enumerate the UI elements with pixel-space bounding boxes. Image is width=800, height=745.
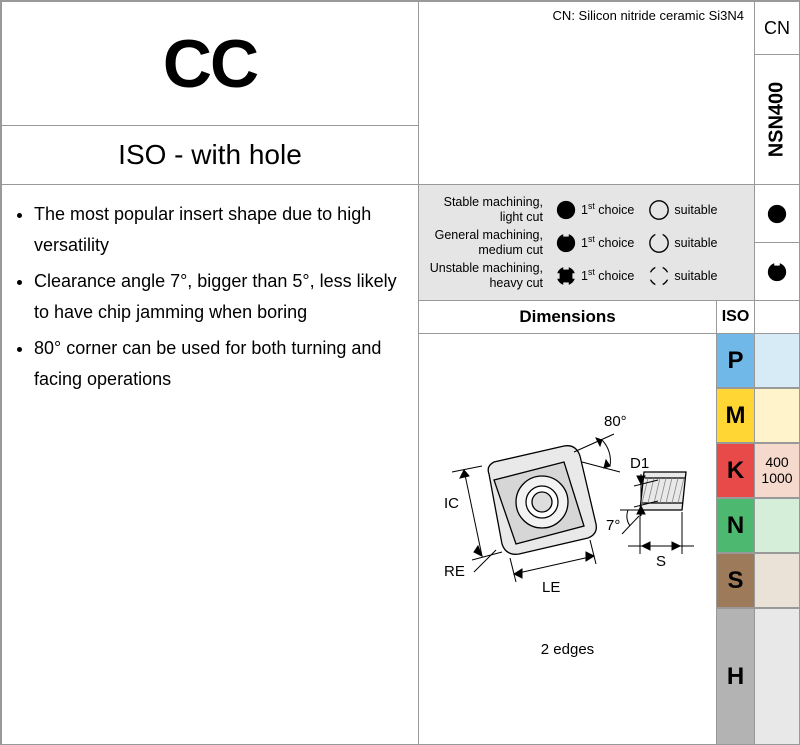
cross-notch-outline-icon xyxy=(648,265,670,287)
material-code-cell: CN xyxy=(754,1,800,55)
angle-7: 7° xyxy=(606,517,620,534)
grade-cell: NSN400 xyxy=(754,54,800,185)
label-re: RE xyxy=(444,563,465,580)
first-choice-text: 1st choice xyxy=(581,201,634,217)
legend-row-unstable: Unstable machining,heavy cut 1st choice … xyxy=(425,259,748,292)
subtitle-cell: ISO - with hole xyxy=(1,125,419,185)
iso-class-K: K xyxy=(716,443,755,498)
suitable-text: suitable xyxy=(674,203,717,217)
circle-notch-icon xyxy=(766,261,788,283)
feature-item: The most popular insert shape due to hig… xyxy=(34,199,400,260)
legend-label: General machining,medium cut xyxy=(425,228,551,257)
insert-code: CC xyxy=(163,25,257,103)
suitability-legend: Stable machining,light cut 1st choice su… xyxy=(418,184,755,301)
iso-value-K: 4001000 xyxy=(754,443,800,498)
subtitle: ISO - with hole xyxy=(118,139,302,171)
iso-class-M: M xyxy=(716,388,755,443)
label-d1: D1 xyxy=(630,455,649,472)
first-choice-text: 1st choice xyxy=(581,234,634,250)
legend-label: Unstable machining,heavy cut xyxy=(425,261,551,290)
suitable-text: suitable xyxy=(674,236,717,250)
iso-value-H xyxy=(754,608,800,745)
grade-code: NSN400 xyxy=(766,82,789,158)
iso-value-M xyxy=(754,388,800,443)
blank-header xyxy=(754,300,800,334)
first-choice-text: 1st choice xyxy=(581,267,634,283)
cross-notch-icon xyxy=(555,265,577,287)
iso-class-P: P xyxy=(716,333,755,388)
iso-class-H: H xyxy=(716,608,755,745)
label-le: LE xyxy=(542,579,560,596)
angle-80: 80° xyxy=(604,413,627,430)
iso-header: ISO xyxy=(716,300,755,334)
iso-class-S: S xyxy=(716,553,755,608)
circle-notch-icon xyxy=(555,232,577,254)
iso-value-N xyxy=(754,498,800,553)
diagram-cell: 80° IC RE LE xyxy=(418,333,717,745)
features-cell: The most popular insert shape due to hig… xyxy=(1,184,419,745)
dimensions-header: Dimensions xyxy=(418,300,717,334)
insert-diagram: 80° IC RE LE xyxy=(434,404,704,604)
feature-list: The most popular insert shape due to hig… xyxy=(20,199,400,395)
feature-item: 80° corner can be used for both turning … xyxy=(34,333,400,394)
edges-label: 2 edges xyxy=(419,641,716,658)
circle-notch-outline-icon xyxy=(648,232,670,254)
circle-filled-icon xyxy=(766,203,788,225)
iso-class-N: N xyxy=(716,498,755,553)
material-code: CN xyxy=(764,18,790,39)
material-description: CN: Silicon nitride ceramic Si3N4 xyxy=(553,8,744,23)
label-ic: IC xyxy=(444,495,459,512)
circle-filled-icon xyxy=(555,199,577,221)
legend-label: Stable machining,light cut xyxy=(425,195,551,224)
feature-item: Clearance angle 7°, bigger than 5°, less… xyxy=(34,266,400,327)
material-description-cell: CN: Silicon nitride ceramic Si3N4 xyxy=(418,1,755,185)
grade-suitability-1 xyxy=(754,184,800,243)
label-s: S xyxy=(656,553,666,570)
title-cell: CC xyxy=(1,1,419,126)
iso-value-P xyxy=(754,333,800,388)
circle-outline-icon xyxy=(648,199,670,221)
grade-suitability-2 xyxy=(754,242,800,301)
legend-row-stable: Stable machining,light cut 1st choice su… xyxy=(425,193,748,226)
suitable-text: suitable xyxy=(674,269,717,283)
datasheet-page: CC ISO - with hole CN: Silicon nitride c… xyxy=(0,0,800,745)
iso-value-S xyxy=(754,553,800,608)
legend-row-general: General machining,medium cut 1st choice … xyxy=(425,226,748,259)
